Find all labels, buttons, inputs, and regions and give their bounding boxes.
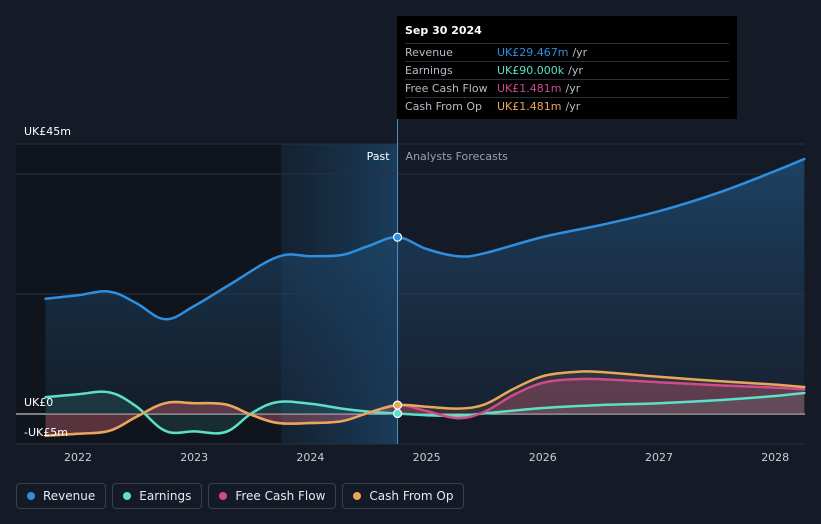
x-tick-label: 2024	[296, 451, 324, 464]
tooltip-label: Free Cash Flow	[405, 82, 488, 95]
tooltip-row-earnings: Earnings UK£90.000k /yr	[405, 61, 729, 79]
tooltip-unit: /yr	[572, 46, 588, 59]
tooltip-row-revenue: Revenue UK£29.467m /yr	[405, 43, 729, 61]
tooltip-unit: /yr	[565, 100, 581, 113]
series-lines	[44, 157, 806, 437]
legend-item-earnings[interactable]: Earnings	[112, 483, 203, 509]
tooltip: Sep 30 2024 Revenue UK£29.467m /yr Earni…	[397, 16, 737, 119]
legend-dot-icon	[27, 492, 35, 500]
forecast-label: Analysts Forecasts	[406, 150, 509, 163]
y-label-negative: -UK£5m	[24, 426, 68, 439]
legend-dot-icon	[123, 492, 132, 500]
tooltip-unit: /yr	[568, 64, 583, 77]
hover-markers	[392, 232, 403, 419]
legend-item-cash-from-op[interactable]: Cash From Op	[342, 483, 465, 509]
marker-revenue	[392, 232, 403, 242]
series-line-cash-from-op	[44, 370, 806, 437]
free-cash-flow-area	[45, 378, 805, 436]
earnings-area	[45, 391, 805, 434]
legend-item-free-cash-flow[interactable]: Free Cash Flow	[208, 483, 337, 509]
x-tick-label: 2026	[529, 451, 557, 464]
legend-item-revenue[interactable]: Revenue	[16, 483, 107, 509]
x-tick-label: 2022	[64, 451, 92, 464]
tooltip-label: Revenue	[405, 46, 453, 59]
legend-label: Earnings	[139, 489, 192, 503]
legend-label: Free Cash Flow	[235, 489, 326, 503]
past-label: Past	[367, 150, 391, 163]
tooltip-value: UK£1.481m	[497, 100, 562, 113]
y-label-top: UK£45m	[24, 125, 71, 138]
series-line-revenue	[44, 157, 806, 321]
marker-cash-from-op	[392, 400, 403, 410]
marker-earnings	[392, 408, 403, 419]
tooltip-value: UK£1.481m	[497, 82, 562, 95]
cash-from-op-area	[45, 371, 805, 436]
tooltip-row-free-cash-flow: Free Cash Flow UK£1.481m /yr	[405, 79, 729, 97]
tooltip-row-cash-from-op: Cash From Op UK£1.481m /yr	[405, 97, 729, 115]
legend: Revenue Earnings Free Cash Flow Cash Fro…	[16, 483, 465, 509]
axis-labels: Past Analysts Forecasts UK£45m UK£0 -UK£5m 20…	[24, 125, 789, 464]
tooltip-label: Earnings	[405, 64, 453, 77]
x-tick-label: 2027	[645, 451, 673, 464]
series-line-earnings	[44, 390, 806, 435]
x-tick-label: 2023	[180, 451, 208, 464]
legend-dot-icon	[353, 492, 362, 500]
tooltip-label: Cash From Op	[405, 100, 483, 113]
tooltip-date: Sep 30 2024	[405, 24, 482, 37]
legend-label: Cash From Op	[369, 489, 454, 503]
x-tick-label: 2028	[761, 451, 789, 464]
y-label-zero: UK£0	[24, 396, 53, 409]
legend-label: Revenue	[43, 489, 96, 503]
tooltip-unit: /yr	[565, 82, 581, 95]
tooltip-value: UK£29.467m	[497, 46, 569, 59]
tooltip-value: UK£90.000k	[497, 64, 565, 77]
x-tick-label: 2025	[413, 451, 441, 464]
legend-dot-icon	[219, 492, 228, 500]
